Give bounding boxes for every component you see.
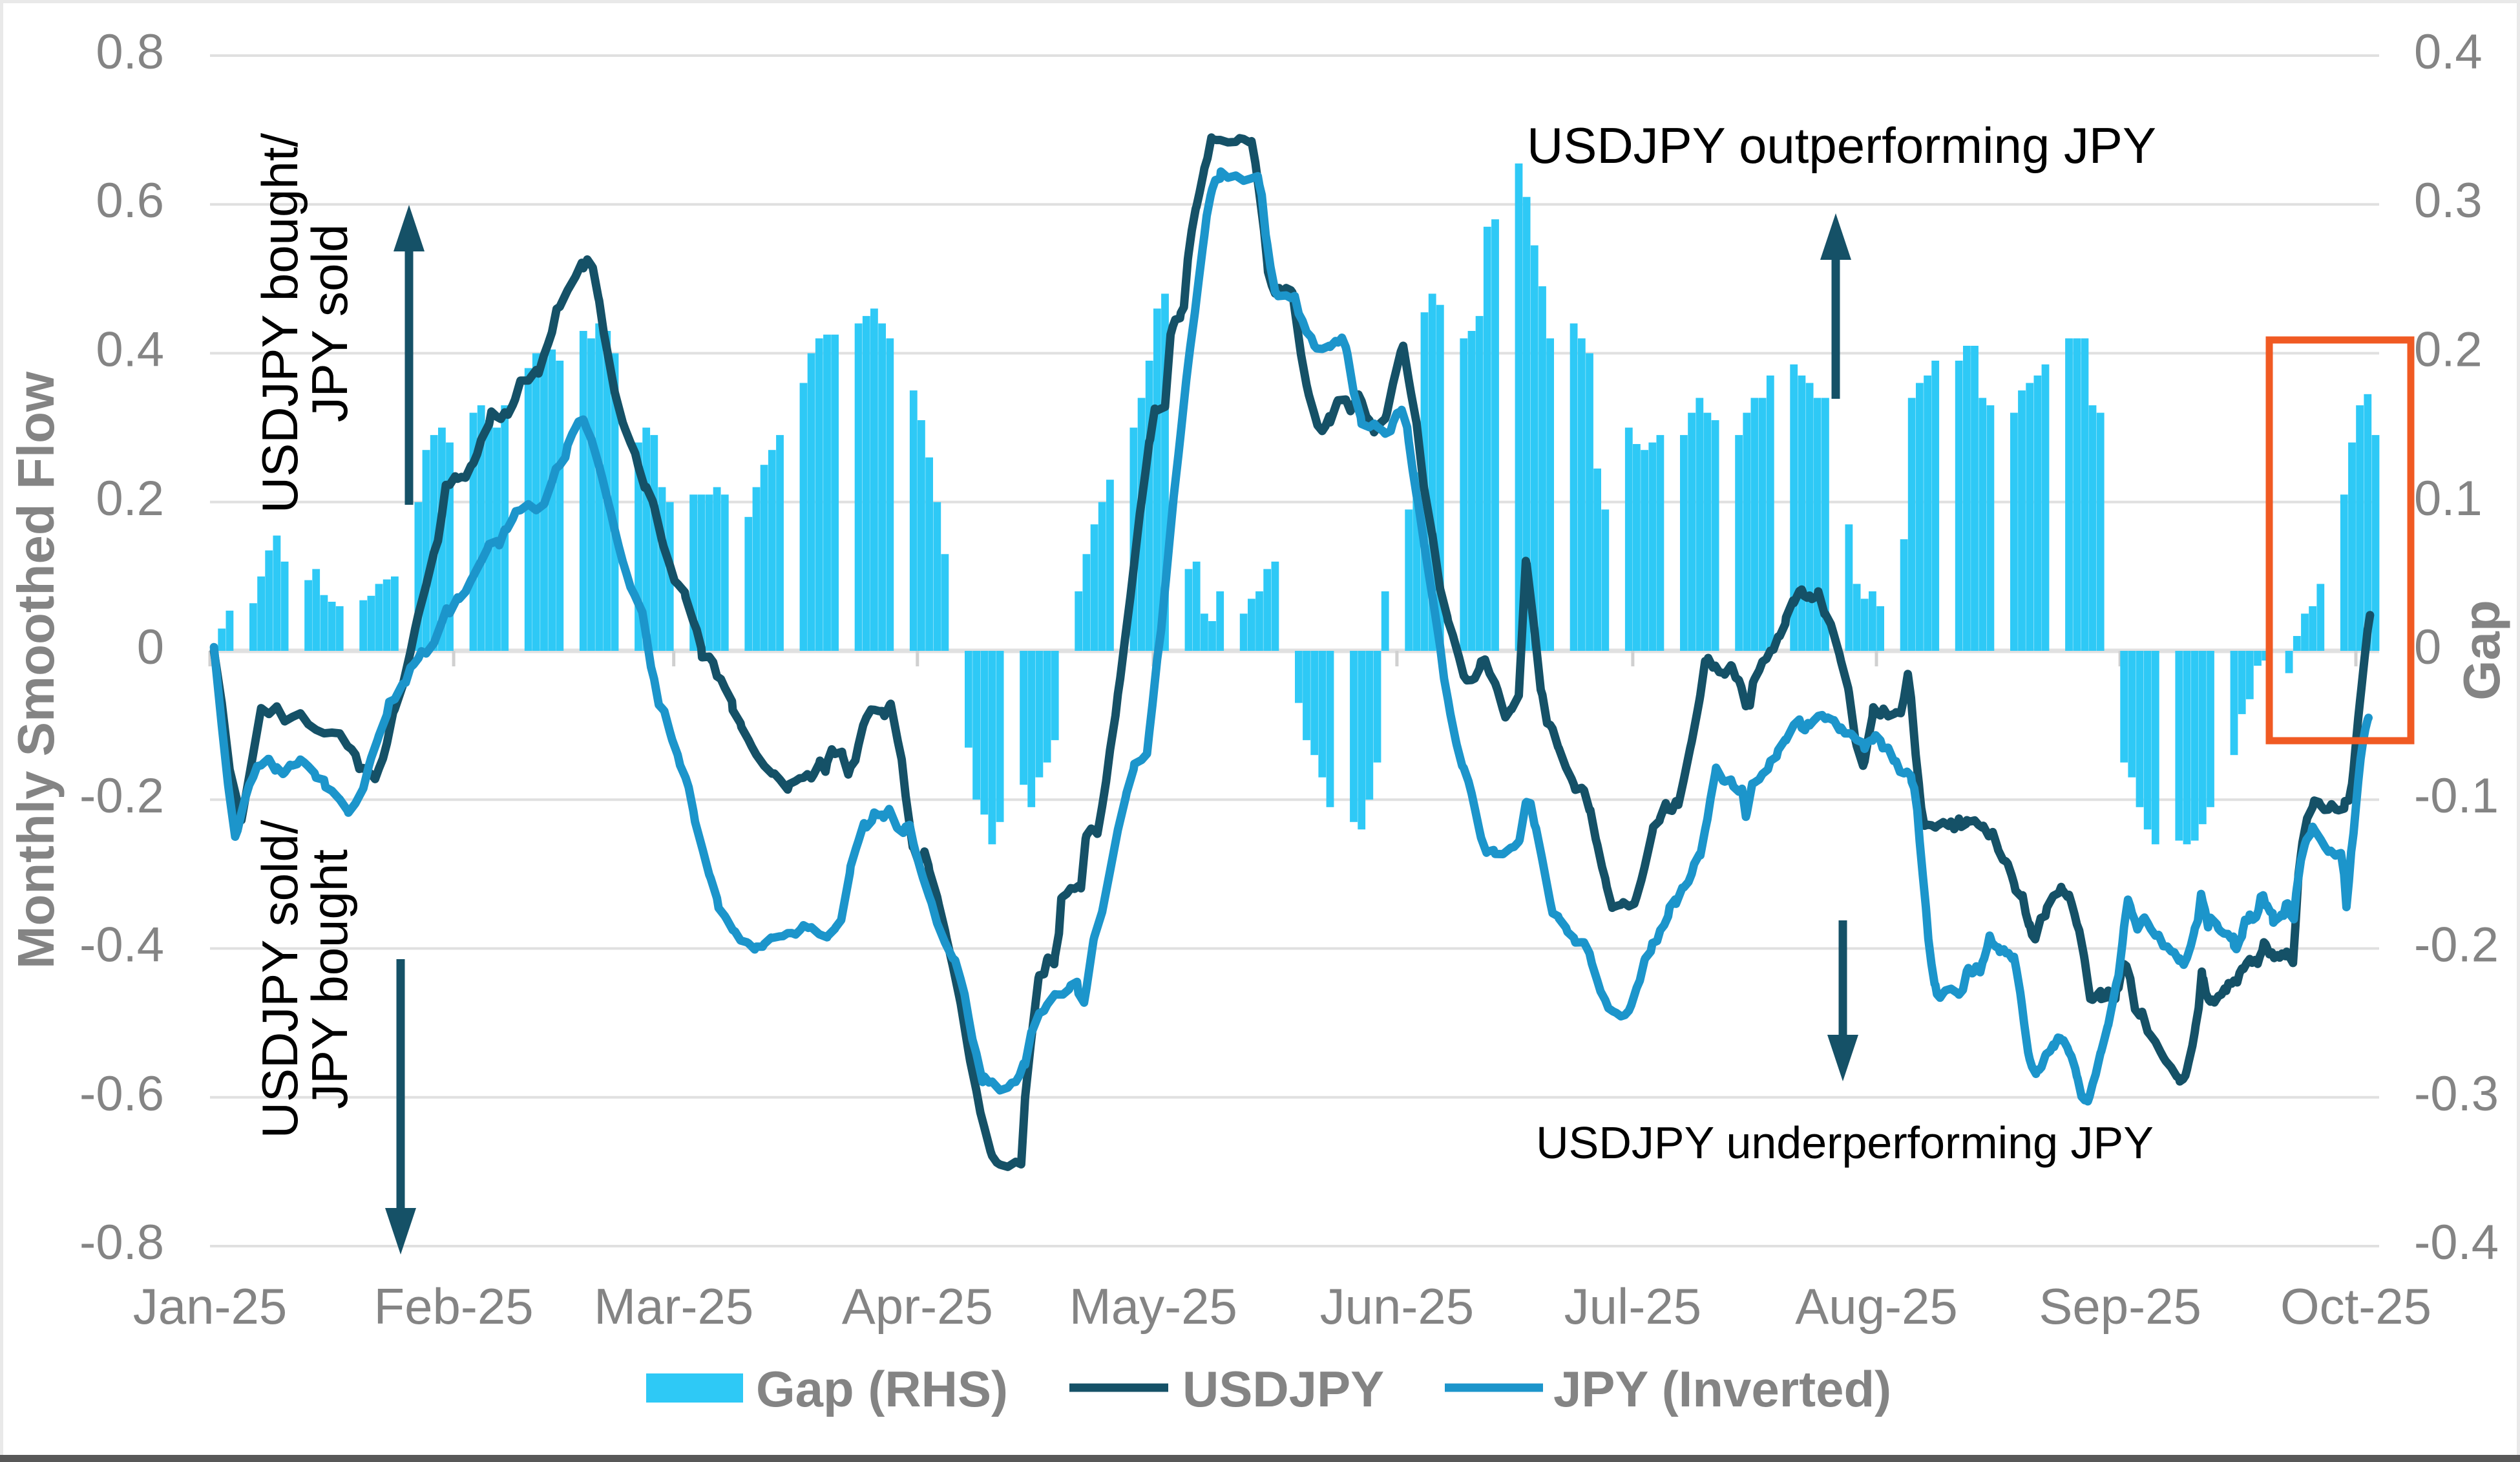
- svg-text:May-25: May-25: [1069, 1278, 1237, 1335]
- svg-text:0.2: 0.2: [96, 471, 164, 526]
- svg-text:0.2: 0.2: [2414, 323, 2483, 377]
- svg-text:Jan-25: Jan-25: [133, 1278, 288, 1335]
- svg-text:JPY sold: JPY sold: [301, 224, 358, 422]
- svg-text:-0.6: -0.6: [79, 1066, 164, 1121]
- svg-text:0.1: 0.1: [2414, 471, 2483, 526]
- svg-text:0.4: 0.4: [96, 323, 164, 377]
- svg-text:0.4: 0.4: [2414, 25, 2483, 79]
- svg-text:USDJPY bought/: USDJPY bought/: [251, 133, 308, 514]
- svg-text:-0.3: -0.3: [2414, 1066, 2499, 1121]
- svg-text:Jun-25: Jun-25: [1320, 1278, 1475, 1335]
- svg-text:Aug-25: Aug-25: [1795, 1278, 1958, 1335]
- svg-text:-0.2: -0.2: [2414, 918, 2499, 973]
- svg-text:Monthly Smoothed Flow: Monthly Smoothed Flow: [7, 371, 65, 969]
- svg-text:Mar-25: Mar-25: [594, 1278, 753, 1335]
- svg-text:Feb-25: Feb-25: [374, 1278, 534, 1335]
- svg-text:USDJPY outperforming JPY: USDJPY outperforming JPY: [1527, 117, 2156, 174]
- svg-text:USDJPY: USDJPY: [1182, 1361, 1384, 1417]
- svg-text:Jul-25: Jul-25: [1564, 1278, 1701, 1335]
- svg-text:USDJPY underperforming JPY: USDJPY underperforming JPY: [1536, 1118, 2154, 1168]
- svg-text:-0.4: -0.4: [2414, 1215, 2499, 1270]
- svg-text:JPY (Inverted): JPY (Inverted): [1553, 1361, 1891, 1417]
- svg-text:0.3: 0.3: [2414, 173, 2483, 228]
- svg-text:0: 0: [2414, 620, 2441, 675]
- svg-text:0: 0: [137, 620, 164, 675]
- svg-text:JPY bought: JPY bought: [301, 849, 358, 1109]
- svg-text:0.8: 0.8: [96, 25, 164, 79]
- svg-text:Gap (RHS): Gap (RHS): [756, 1361, 1008, 1417]
- svg-text:Sep-25: Sep-25: [2039, 1278, 2201, 1335]
- svg-text:-0.2: -0.2: [79, 768, 164, 823]
- svg-text:0.6: 0.6: [96, 173, 164, 228]
- svg-text:USDJPY sold/: USDJPY sold/: [251, 820, 308, 1138]
- svg-text:-0.1: -0.1: [2414, 768, 2499, 823]
- svg-text:Gap: Gap: [2453, 600, 2510, 701]
- svg-text:-0.8: -0.8: [79, 1215, 164, 1270]
- svg-text:Oct-25: Oct-25: [2280, 1278, 2431, 1335]
- svg-text:-0.4: -0.4: [79, 918, 164, 973]
- svg-text:Apr-25: Apr-25: [842, 1278, 993, 1335]
